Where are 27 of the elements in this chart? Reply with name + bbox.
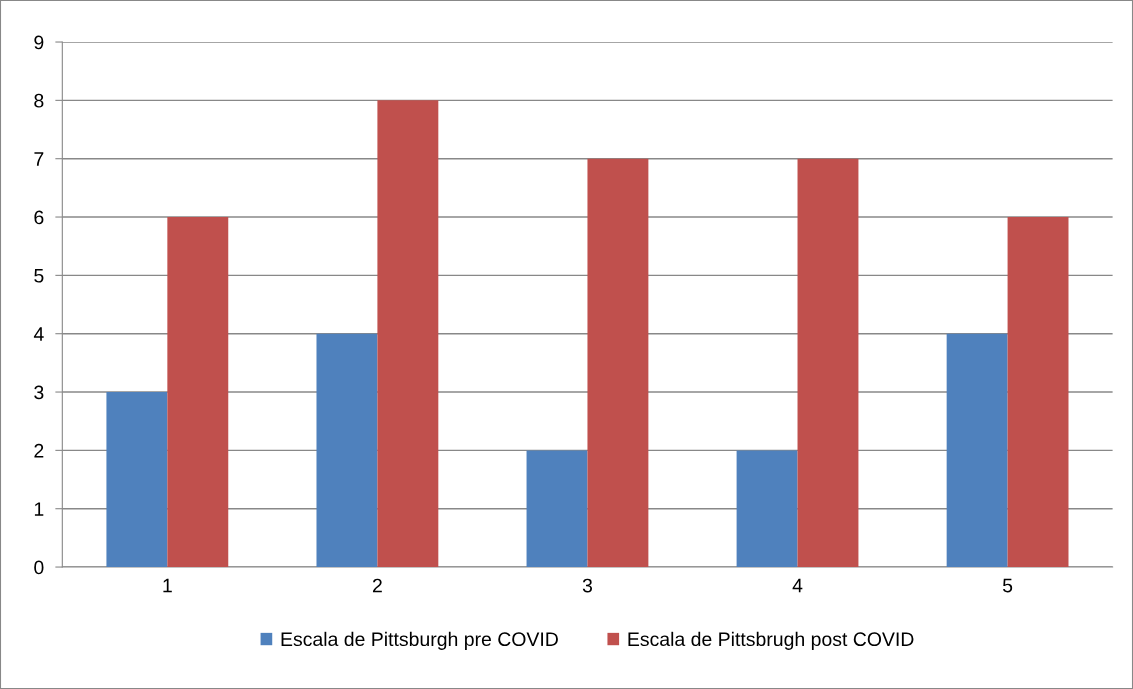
y-tick-label: 9 <box>34 35 44 50</box>
y-tick-label: 6 <box>34 210 44 225</box>
y-tick-label: 1 <box>34 502 44 516</box>
bar <box>1007 217 1069 568</box>
bar <box>316 333 378 568</box>
x-tick-label: 5 <box>1002 578 1013 593</box>
y-tick-label: 5 <box>34 269 44 283</box>
y-tick-label: 7 <box>34 152 44 166</box>
x-tick-label: 4 <box>792 578 803 593</box>
legend-label: Escala de Pittsburgh pre COVID <box>281 631 558 650</box>
y-tick-label: 8 <box>34 93 44 108</box>
bar <box>167 217 229 568</box>
bar <box>736 450 798 568</box>
bar <box>106 392 168 568</box>
y-tick-label: 2 <box>34 443 44 458</box>
bar <box>526 450 588 568</box>
y-tick-label: 4 <box>33 327 44 341</box>
bar <box>377 100 439 568</box>
y-tick-label: 3 <box>34 385 44 400</box>
bar <box>797 158 859 568</box>
x-tick-label: 3 <box>582 578 593 593</box>
legend-label: Escala de Pittsbrugh post COVID <box>628 631 914 650</box>
y-tick-label: 0 <box>34 560 44 575</box>
x-tick-label: 2 <box>372 578 382 593</box>
x-tick-label: 1 <box>163 578 172 593</box>
bar <box>587 158 649 568</box>
bar <box>946 333 1008 568</box>
